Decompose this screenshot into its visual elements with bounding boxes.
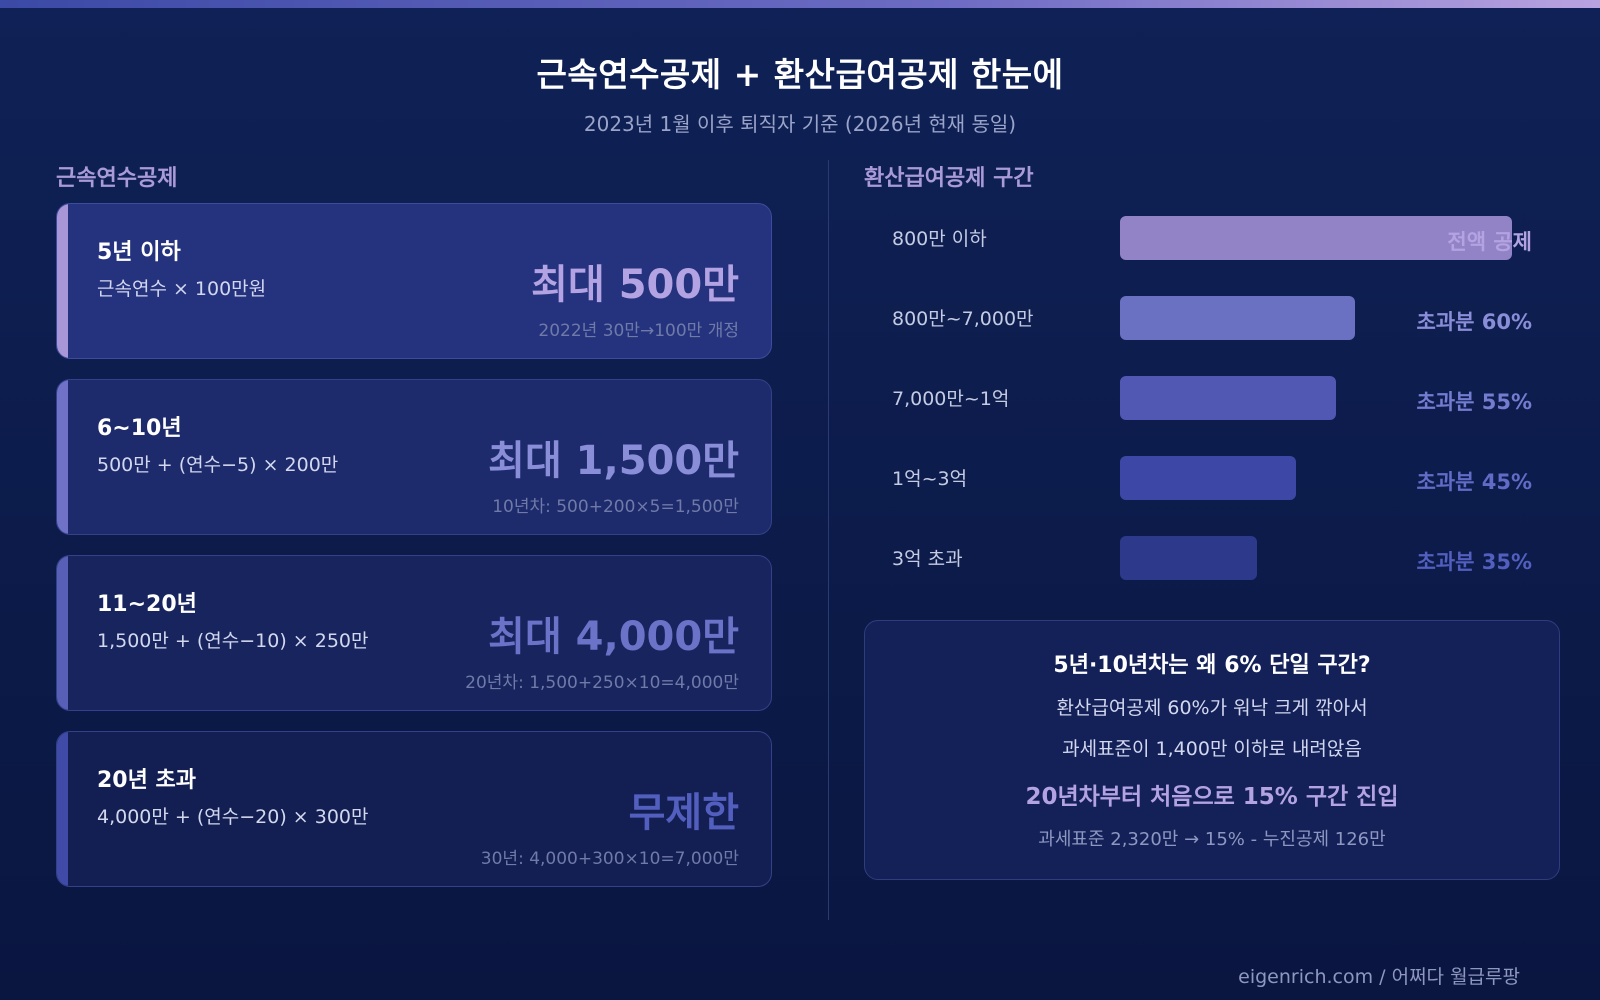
card-formula: 4,000만 + (연수−20) × 300만	[97, 806, 369, 828]
card-accent-bar	[57, 556, 68, 710]
bracket-label: 800만 이하	[892, 228, 987, 250]
column-divider	[828, 160, 829, 920]
explanation-question: 5년·10년차는 왜 6% 단일 구간?	[1053, 653, 1371, 678]
bracket-rate: 전액 공제	[1447, 230, 1532, 254]
page-title: 근속연수공제 + 환산급여공제 한눈에	[536, 55, 1064, 94]
card-note: 20년차: 1,500+250×10=4,000만	[465, 673, 739, 693]
salary-deduction-section-label: 환산급여공제 구간	[864, 166, 1034, 191]
bracket-row: 3억 초과 초과분 35%	[892, 536, 1532, 582]
bracket-row: 1억~3억 초과분 45%	[892, 456, 1532, 502]
bracket-row: 7,000만~1억 초과분 55%	[892, 376, 1532, 422]
explanation-line: 환산급여공제 60%가 워낙 크게 깎아서	[1056, 697, 1368, 719]
tenure-deduction-section-label: 근속연수공제	[56, 166, 178, 191]
explanation-formula: 과세표준 2,320만 → 15% - 누진공제 126만	[1038, 829, 1386, 850]
tenure-card-over-20y: 20년 초과 4,000만 + (연수−20) × 300만 무제한 30년: …	[56, 731, 772, 887]
card-title: 5년 이하	[97, 240, 181, 265]
page-subtitle: 2023년 1월 이후 퇴직자 기준 (2026년 현재 동일)	[583, 112, 1017, 136]
bracket-rate: 초과분 45%	[1416, 470, 1532, 494]
card-formula: 500만 + (연수−5) × 200만	[97, 454, 339, 476]
card-note: 10년차: 500+200×5=1,500만	[492, 497, 739, 517]
tenure-cards: 5년 이하 근속연수 × 100만원 최대 500만 2022년 30만→100…	[56, 203, 772, 907]
bracket-label: 7,000만~1억	[892, 388, 1010, 410]
bracket-bar	[1120, 456, 1296, 500]
bracket-row: 800만~7,000만 초과분 60%	[892, 296, 1532, 342]
bracket-bar	[1120, 536, 1257, 580]
bracket-rate: 초과분 55%	[1416, 390, 1532, 414]
footer-credit: eigenrich.com / 어쩌다 월급루팡	[1238, 966, 1520, 988]
bracket-bar	[1120, 296, 1355, 340]
bracket-row: 800만 이하 전액 공제	[892, 216, 1532, 262]
card-max-value: 최대 4,000만	[488, 614, 739, 660]
bracket-rate: 초과분 60%	[1416, 310, 1532, 334]
bracket-label: 800만~7,000만	[892, 308, 1034, 330]
top-accent-strip	[0, 0, 1600, 8]
card-accent-bar	[57, 380, 68, 534]
bracket-rate: 초과분 35%	[1416, 550, 1532, 574]
bracket-label: 3억 초과	[892, 548, 963, 570]
card-formula: 1,500만 + (연수−10) × 250만	[97, 630, 369, 652]
card-formula: 근속연수 × 100만원	[97, 278, 267, 300]
card-title: 20년 초과	[97, 768, 196, 793]
card-accent-bar	[57, 732, 68, 886]
explanation-highlight: 20년차부터 처음으로 15% 구간 진입	[1025, 784, 1399, 810]
card-max-value: 최대 500만	[531, 262, 739, 308]
explanation-box: 5년·10년차는 왜 6% 단일 구간? 환산급여공제 60%가 워낙 크게 깎…	[864, 620, 1560, 880]
bracket-bar	[1120, 376, 1336, 420]
card-accent-bar	[57, 204, 68, 358]
bracket-bar	[1120, 216, 1512, 260]
bracket-label: 1억~3억	[892, 468, 968, 490]
card-note: 30년: 4,000+300×10=7,000만	[480, 849, 739, 869]
card-max-value: 무제한	[628, 790, 739, 836]
card-note: 2022년 30만→100만 개정	[538, 321, 739, 341]
tenure-card-5y: 5년 이하 근속연수 × 100만원 최대 500만 2022년 30만→100…	[56, 203, 772, 359]
explanation-line: 과세표준이 1,400만 이하로 내려앉음	[1062, 738, 1362, 760]
tenure-card-6-10y: 6~10년 500만 + (연수−5) × 200만 최대 1,500만 10년…	[56, 379, 772, 535]
card-title: 11~20년	[97, 592, 197, 617]
page-header: 근속연수공제 + 환산급여공제 한눈에 2023년 1월 이후 퇴직자 기준 (…	[0, 48, 1600, 137]
card-title: 6~10년	[97, 416, 182, 441]
tenure-card-11-20y: 11~20년 1,500만 + (연수−10) × 250만 최대 4,000만…	[56, 555, 772, 711]
card-max-value: 최대 1,500만	[488, 438, 739, 484]
